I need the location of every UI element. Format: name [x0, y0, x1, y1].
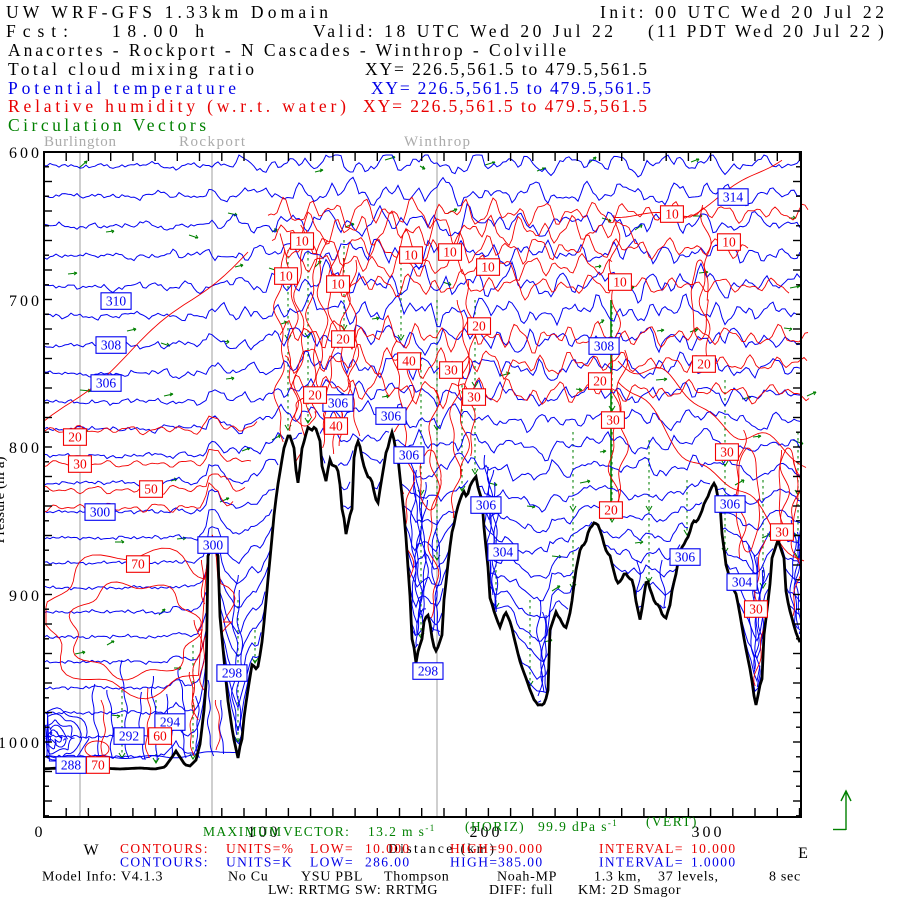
svg-text:20: 20 — [68, 430, 82, 445]
svg-text:): ) — [878, 21, 884, 41]
svg-text:30: 30 — [444, 363, 458, 378]
svg-text:308: 308 — [101, 338, 122, 353]
svg-text:30: 30 — [749, 602, 763, 617]
svg-text:288: 288 — [61, 758, 82, 773]
svg-text:70: 70 — [131, 557, 145, 572]
svg-text:306: 306 — [381, 409, 402, 424]
svg-text:E: E — [798, 845, 808, 862]
svg-text:310: 310 — [106, 294, 127, 309]
svg-text:60: 60 — [153, 729, 167, 744]
svg-text:Burlington: Burlington — [44, 134, 117, 150]
svg-text:20: 20 — [472, 319, 486, 334]
svg-text:900: 900 — [9, 588, 42, 605]
svg-text:0: 0 — [35, 824, 46, 841]
svg-text:100: 100 — [248, 824, 281, 841]
svg-text:Pressure (hPa): Pressure (hPa) — [0, 456, 8, 543]
svg-text:300: 300 — [692, 824, 725, 841]
svg-text:XY= 226.5,561.5 to 479.5,561.5: XY= 226.5,561.5 to 479.5,561.5 — [371, 78, 651, 98]
svg-text:20: 20 — [697, 357, 711, 372]
svg-text:(11 PDT Wed 20 Jul 22: (11 PDT Wed 20 Jul 22 — [648, 21, 870, 41]
svg-text:306: 306 — [399, 448, 420, 463]
svg-text:298: 298 — [418, 664, 439, 679]
svg-text:W: W — [83, 842, 99, 859]
svg-text:700: 700 — [9, 293, 42, 310]
svg-text:600: 600 — [9, 145, 42, 162]
svg-text:306: 306 — [328, 396, 349, 411]
svg-text:Total cloud mixing ratio: Total cloud mixing ratio — [8, 59, 254, 79]
svg-text:30: 30 — [73, 457, 87, 472]
svg-text:30: 30 — [467, 390, 481, 405]
svg-text:10: 10 — [279, 269, 293, 284]
svg-text:300: 300 — [203, 538, 224, 553]
svg-text:10: 10 — [665, 207, 679, 222]
svg-text:304: 304 — [732, 575, 753, 590]
svg-text:50: 50 — [144, 482, 158, 497]
svg-text:20: 20 — [604, 503, 618, 518]
svg-text:10: 10 — [295, 234, 309, 249]
svg-text:XY= 226.5,561.5 to 479.5,561.5: XY= 226.5,561.5 to 479.5,561.5 — [365, 59, 647, 79]
svg-text:300: 300 — [90, 505, 111, 520]
svg-text:294: 294 — [160, 715, 181, 730]
svg-text:306: 306 — [675, 550, 696, 565]
svg-text:10: 10 — [404, 248, 418, 263]
svg-text:306: 306 — [476, 498, 497, 513]
svg-text:10: 10 — [481, 260, 495, 275]
svg-text:Winthrop: Winthrop — [404, 134, 470, 150]
svg-text:20: 20 — [593, 374, 607, 389]
svg-text:314: 314 — [723, 190, 744, 205]
svg-text:10: 10 — [613, 275, 627, 290]
svg-text:Potential temperature: Potential temperature — [8, 78, 236, 98]
svg-text:30: 30 — [775, 525, 789, 540]
svg-text:20: 20 — [308, 388, 322, 403]
svg-text:70: 70 — [91, 758, 105, 773]
svg-text:20: 20 — [336, 332, 350, 347]
svg-text:Valid: 18 UTC Wed 20 Jul 22: Valid: 18 UTC Wed 20 Jul 22 — [313, 21, 613, 41]
svg-text:10: 10 — [443, 245, 457, 260]
svg-text:XY= 226.5,561.5 to 479.5,561.5: XY= 226.5,561.5 to 479.5,561.5 — [363, 96, 647, 116]
svg-text:Rockport: Rockport — [179, 134, 246, 150]
svg-text:306: 306 — [720, 497, 741, 512]
svg-text:304: 304 — [493, 545, 514, 560]
svg-text:Init: 00 UTC Wed 20 Jul 22: Init: 00 UTC Wed 20 Jul 22 — [600, 2, 884, 22]
svg-text:40: 40 — [402, 354, 416, 369]
svg-text:10: 10 — [722, 235, 736, 250]
svg-text:298: 298 — [222, 666, 243, 681]
svg-text:306: 306 — [96, 376, 117, 391]
svg-text:10: 10 — [331, 277, 345, 292]
svg-text:UW WRF-GFS 1.33km Domain: UW WRF-GFS 1.33km Domain — [6, 2, 328, 22]
svg-text:Relative humidity (w.r.t. wate: Relative humidity (w.r.t. water) — [8, 96, 346, 116]
svg-text:40: 40 — [329, 419, 343, 434]
svg-text:800: 800 — [9, 440, 42, 457]
svg-text:30: 30 — [606, 413, 620, 428]
svg-text:30: 30 — [720, 445, 734, 460]
svg-text:1000: 1000 — [0, 735, 42, 752]
svg-text:200: 200 — [470, 824, 503, 841]
svg-text:Distance (km): Distance (km) — [388, 841, 494, 856]
svg-text:292: 292 — [119, 729, 139, 744]
svg-text:308: 308 — [594, 339, 615, 354]
